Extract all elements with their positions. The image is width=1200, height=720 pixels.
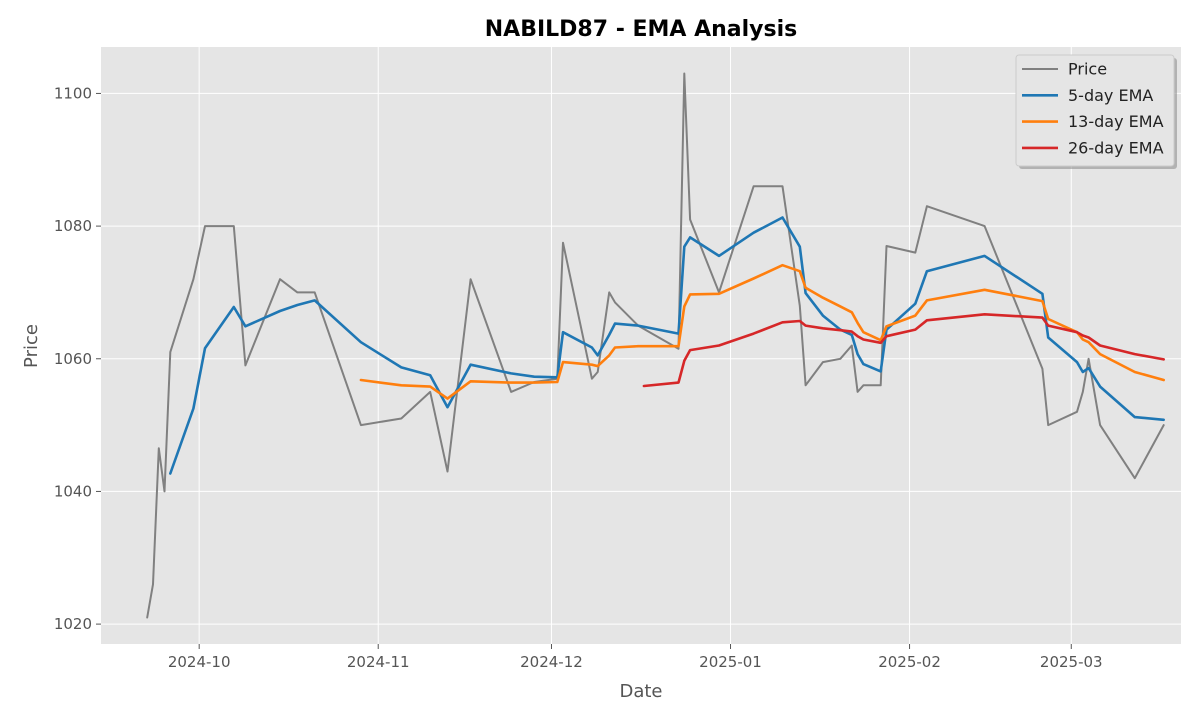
- price-series-line: [146, 72, 1165, 619]
- x-tick-label: 2024-12: [520, 653, 583, 671]
- x-tick-label: 2025-02: [878, 653, 941, 671]
- legend-label-13-day-ema: 13-day EMA: [1068, 112, 1164, 131]
- y-tick-label: 1060: [54, 350, 92, 368]
- y-tick-label: 1080: [54, 217, 92, 235]
- x-tick-label: 2024-11: [347, 653, 410, 671]
- y-tick-label: 1040: [54, 482, 92, 500]
- legend-label-5-day-ema: 5-day EMA: [1068, 86, 1153, 105]
- x-tick-label: 2025-01: [699, 653, 762, 671]
- legend-label-price: Price: [1068, 60, 1107, 79]
- series-layer: [146, 72, 1165, 619]
- x-tick-label: 2024-10: [168, 653, 231, 671]
- x-axis: 2024-10 2024-11 2024-12 2025-01 2025-02 2025-…: [168, 644, 1103, 671]
- legend-label-26-day-ema: 26-day EMA: [1068, 138, 1164, 157]
- 26-day-ema-series-line: [642, 312, 1165, 388]
- y-tick-label: 1020: [54, 615, 92, 633]
- 13-day-ema-series-line: [359, 263, 1165, 400]
- y-tick-label: 1100: [54, 84, 92, 102]
- chart-title: NABILD87 - EMA Analysis: [485, 17, 798, 42]
- legend-box: [1015, 54, 1175, 167]
- y-axis: 1020 1040 1060 1080 1100: [54, 84, 101, 633]
- 5-day-ema-series-line: [169, 216, 1165, 475]
- y-axis-title: Price: [21, 324, 42, 368]
- x-axis-title: Date: [619, 681, 662, 702]
- x-tick-label: 2025-03: [1040, 653, 1103, 671]
- legend: Price 5-day EMA 13-day EMA 26-day EMA: [1015, 54, 1177, 169]
